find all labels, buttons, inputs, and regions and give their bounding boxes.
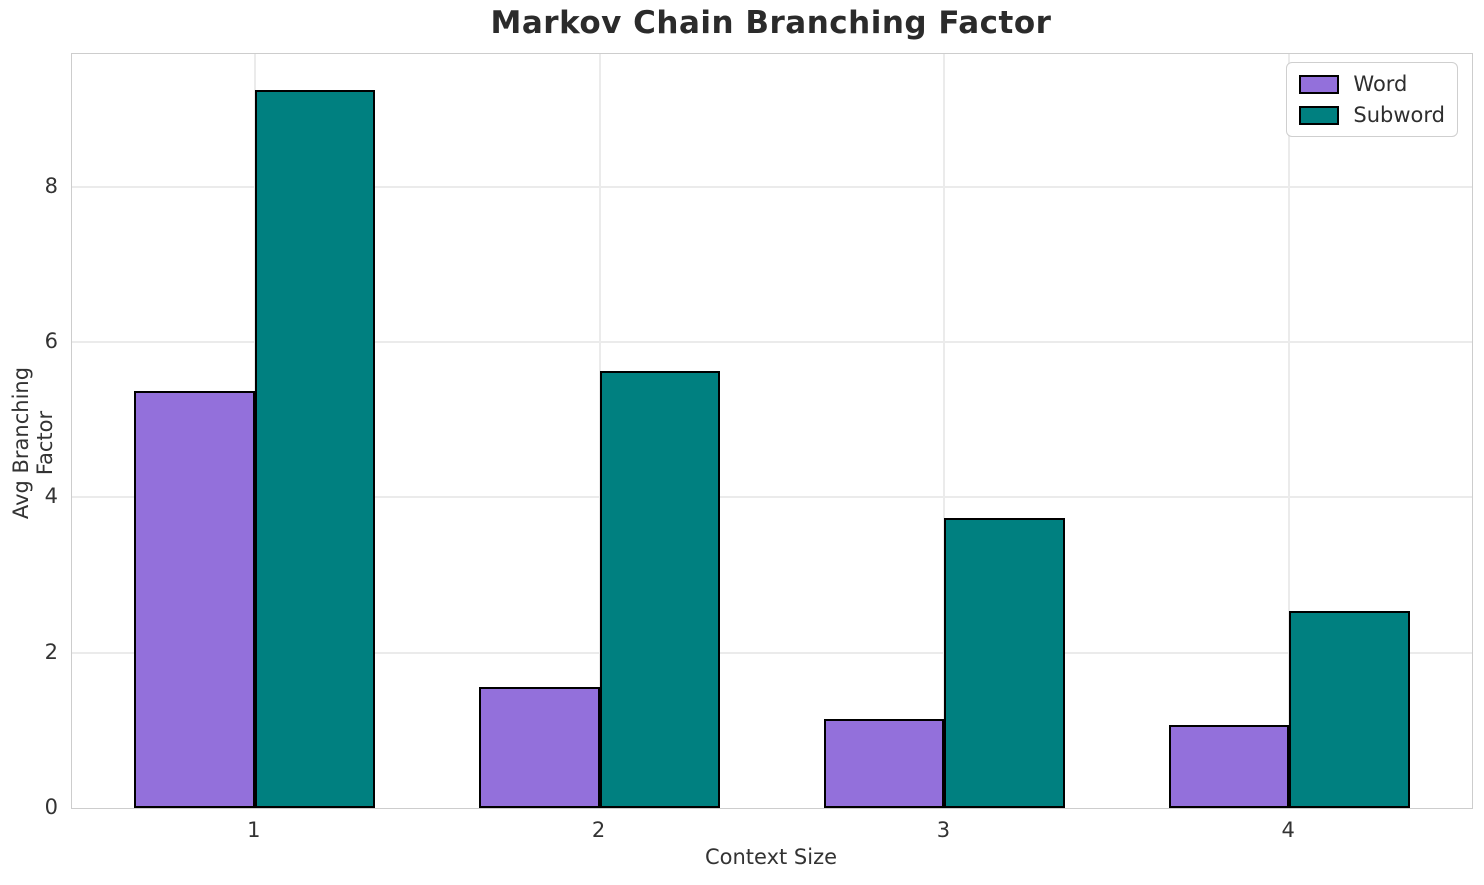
x-tick-label: 4 [1281,818,1295,842]
y-gridline [72,496,1472,499]
x-tick-label: 3 [936,818,951,842]
bar-subword-context-1 [254,89,376,808]
chart-title: Markov Chain Branching Factor [490,5,1052,41]
y-gridline [72,341,1472,344]
bar-subword-context-4 [1289,610,1410,808]
bar-word-context-4 [1168,724,1290,808]
y-tick-label: 2 [44,639,58,664]
legend: Word Subword [1286,62,1458,137]
y-tick-label: 6 [44,329,58,354]
bar-word-context-2 [478,686,600,808]
x-tick-label: 1 [247,818,261,842]
legend-label: Subword [1353,103,1445,127]
x-axis-label: Context Size [704,845,838,869]
bar-word-context-1 [134,391,255,808]
plot-area [71,53,1473,809]
legend-label: Word [1353,72,1408,96]
y-gridline [72,651,1472,654]
y-tick-label: 8 [44,173,58,198]
legend-item-word: Word [1299,72,1445,96]
bar-word-context-3 [823,719,945,808]
bar-subword-context-2 [599,370,721,808]
x-gridline [943,54,946,808]
x-gridline [1288,54,1291,808]
y-tick-label: 0 [44,795,58,819]
legend-swatch-icon [1299,105,1340,125]
y-gridline [72,185,1472,188]
y-tick-label: 4 [44,484,58,509]
legend-item-subword: Subword [1299,103,1445,127]
legend-swatch-icon [1299,74,1340,94]
x-tick-label: 2 [591,818,606,842]
y-axis-label: Avg Branching Factor [9,366,57,520]
bar-subword-context-3 [944,518,1066,808]
